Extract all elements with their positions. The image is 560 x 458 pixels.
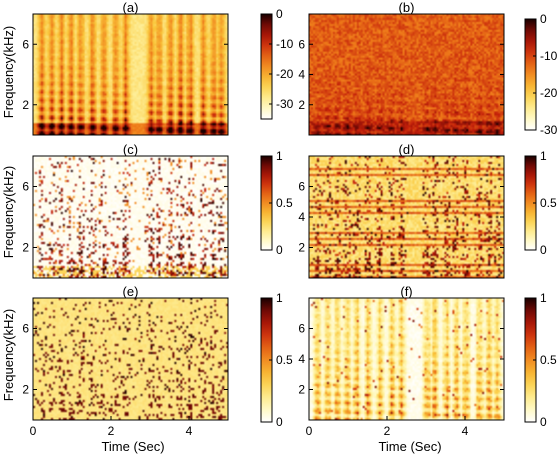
- y-tick-label: 2: [22, 383, 29, 397]
- colorbar-tick-label: 1: [540, 149, 547, 163]
- y-tick-label: 4: [298, 210, 305, 224]
- y-tick-label: 6: [22, 180, 29, 194]
- spectrogram-panel: (f) 2 4 6 0 2 4 1 0.5 0: [298, 284, 557, 438]
- y-tick-label: 4: [298, 68, 305, 82]
- spectrogram-panel: (c) 2 6 1 0.5 0: [22, 142, 293, 279]
- colorbar-tick-label: -30: [276, 97, 294, 111]
- colorbar: [260, 13, 273, 120]
- y-tick-label: 6: [298, 322, 305, 336]
- panel-title: (a): [123, 0, 139, 15]
- y-tick-label: 2: [298, 98, 305, 112]
- heatmap-image: [33, 156, 228, 278]
- colorbar-tick-label: -10: [276, 37, 294, 51]
- heatmap-image: [33, 298, 228, 420]
- y-tick-label: 2: [22, 98, 29, 112]
- y-tick-label: 2: [22, 241, 29, 255]
- colorbar-tick-label: 1: [276, 291, 283, 305]
- x-tick-label: 0: [30, 424, 37, 438]
- y-tick-label: 6: [298, 180, 305, 194]
- colorbar-tick-label: 1: [540, 291, 547, 305]
- colorbar-tick-label: 0: [540, 415, 547, 429]
- colorbar-tick-label: -30: [540, 123, 558, 137]
- panel-title: (c): [123, 142, 138, 157]
- colorbar-tick-label: -10: [540, 49, 558, 63]
- x-tick-label: 4: [186, 424, 193, 438]
- colorbar: [524, 18, 537, 131]
- colorbar-tick-label: 0.5: [276, 353, 293, 367]
- y-axis-label: Frequency(kHz): [1, 309, 16, 401]
- spectrogram-panel: (a) 2 6 0 -10 -20 -30: [22, 0, 294, 136]
- spectrogram-panel: (b) 2 4 6 0 -10 -20 -30: [298, 0, 557, 137]
- spectrogram-panel: (e) 2 6 0 2 4 1 0.5 0: [22, 284, 293, 438]
- colorbar-tick-label: 0.5: [540, 196, 557, 210]
- y-tick-label: 6: [298, 37, 305, 51]
- colorbar-tick-label: -20: [276, 67, 294, 81]
- heatmap-image: [309, 14, 504, 135]
- colorbar-tick-label: -20: [540, 86, 558, 100]
- y-tick-label: 2: [298, 241, 305, 255]
- colorbar-tick-label: 0: [276, 243, 283, 257]
- plot-frame: [32, 155, 229, 279]
- heatmap-image: [33, 14, 228, 135]
- plot-frame: [32, 13, 229, 136]
- y-tick-label: 4: [298, 352, 305, 366]
- plot-frame: [32, 297, 229, 421]
- y-axis-label: Frequency(kHz): [1, 26, 16, 118]
- x-tick-label: 4: [462, 424, 469, 438]
- colorbar-tick-label: 0: [276, 415, 283, 429]
- colorbar-tick-label: 0: [276, 7, 283, 21]
- x-tick-label: 2: [384, 424, 391, 438]
- x-axis-label: Time (Sec): [101, 439, 164, 454]
- x-tick-label: 2: [108, 424, 115, 438]
- heatmap-image: [309, 298, 504, 420]
- x-tick-label: 0: [306, 424, 313, 438]
- spectrogram-panel: (d) 2 4 6 1 0.5 0: [298, 142, 557, 279]
- y-tick-label: 2: [298, 383, 305, 397]
- heatmap-image: [309, 156, 504, 278]
- colorbar-tick-label: 1: [276, 149, 283, 163]
- panel-title: (e): [123, 284, 139, 299]
- panel-title: (b): [399, 0, 415, 15]
- x-axis-label: Time (Sec): [378, 439, 441, 454]
- colorbar-tick-label: 0.5: [276, 196, 293, 210]
- panel-title: (d): [399, 142, 415, 157]
- y-tick-label: 6: [22, 322, 29, 336]
- y-tick-label: 6: [22, 37, 29, 51]
- colorbar-tick-label: 0: [540, 12, 547, 26]
- y-axis-label: Frequency(kHz): [1, 166, 16, 258]
- colorbar-tick-label: 0.5: [540, 353, 557, 367]
- colorbar-tick-label: 0: [540, 243, 547, 257]
- panel-title: (f): [400, 284, 412, 299]
